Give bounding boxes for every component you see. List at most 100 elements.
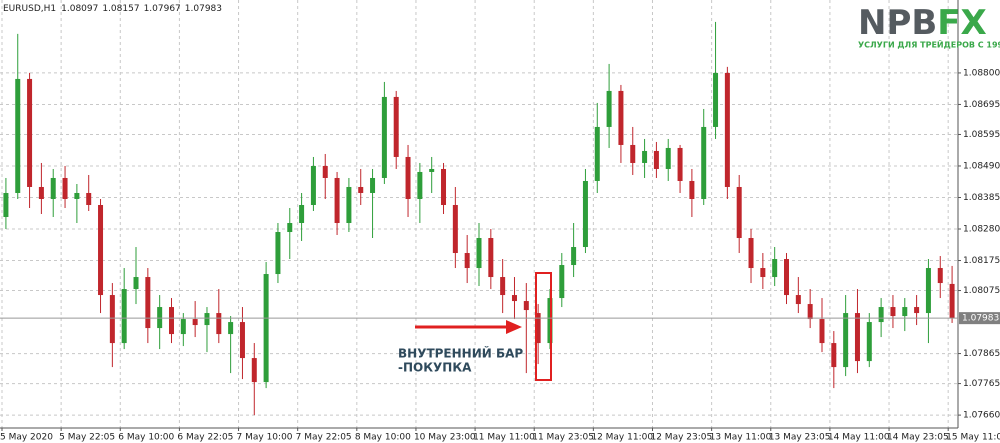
candle-body: [890, 307, 896, 317]
candle-body: [145, 277, 151, 329]
candle-body: [168, 307, 174, 335]
y-tick-label: 1.08490: [963, 161, 1000, 171]
candle-body: [500, 277, 506, 296]
y-tick-label: 1.08075: [963, 286, 1000, 296]
candle-body: [381, 96, 387, 178]
candle-body: [62, 177, 68, 199]
logo-part1: NPB: [858, 3, 937, 43]
candle-body: [86, 192, 92, 205]
y-tick-label: 1.07865: [963, 349, 1000, 359]
candle-body: [488, 238, 494, 278]
logo-part2: FX: [937, 3, 986, 43]
low: 1.07967: [144, 4, 181, 14]
candle-body: [949, 283, 955, 319]
candle-body: [701, 126, 707, 199]
candle-body: [618, 90, 624, 145]
candle-body: [109, 295, 115, 344]
candle-body: [50, 177, 56, 199]
symbol: EURUSD,H1: [3, 4, 56, 14]
grid-layer: [0, 0, 958, 428]
y-tick-label: 1.08800: [963, 68, 1000, 78]
high: 1.08157: [102, 4, 139, 14]
candle-body: [239, 322, 245, 359]
x-tick-label: 13 May 23:05: [769, 433, 831, 443]
candle-body: [358, 186, 364, 193]
x-tick-label: 5 May 22:05: [59, 433, 115, 443]
logo: NPBFX: [858, 3, 987, 43]
candle-body: [653, 150, 659, 169]
candle-body: [878, 307, 884, 323]
open: 1.08097: [61, 4, 98, 14]
x-tick-label: 12 May 23:05: [650, 433, 712, 443]
candle-body: [157, 307, 163, 329]
candle-body: [310, 165, 316, 205]
candle-layer: [3, 21, 955, 416]
x-tick-label: 11 May 23:05: [532, 433, 594, 443]
candle-body: [843, 313, 849, 368]
candle-body: [452, 204, 458, 254]
candle-body: [464, 253, 470, 269]
candle-body: [263, 274, 269, 383]
x-tick-label: 8 May 10:00: [355, 433, 411, 443]
candle-body: [74, 192, 80, 199]
candle-body: [937, 268, 943, 284]
candle-body: [3, 192, 9, 218]
candle-body: [192, 319, 198, 326]
candle-body: [760, 268, 766, 278]
candle-body: [251, 358, 257, 383]
candle-body: [642, 150, 648, 163]
candle-body: [594, 126, 600, 181]
candle-body: [902, 307, 908, 317]
candle-body: [204, 313, 210, 326]
candle-body: [677, 147, 683, 181]
x-tick-label: 6 May 10:00: [118, 433, 174, 443]
candle-body: [689, 180, 695, 199]
candle-body: [665, 147, 671, 169]
x-tick-label: 13 May 11:00: [710, 433, 772, 443]
y-tick-label: 1.07765: [963, 379, 1000, 389]
x-tick-label: 10 May 23:00: [414, 433, 476, 443]
x-tick-label: 15 May 11:00: [946, 433, 1000, 443]
candle-body: [511, 295, 517, 302]
candle-body: [476, 238, 482, 269]
candle-body: [370, 177, 376, 193]
candle-body: [405, 156, 411, 199]
candle-body: [582, 180, 588, 248]
candle-body: [15, 78, 21, 193]
y-tick-label: 1.07660: [963, 411, 1000, 421]
x-tick-label: 6 May 22:05: [177, 433, 233, 443]
y-tick-label: 1.08595: [963, 130, 1000, 140]
candle-body: [417, 171, 423, 199]
candle-body: [630, 144, 636, 163]
candle-body: [606, 90, 612, 127]
candle-body: [724, 72, 730, 187]
candle-body: [807, 304, 813, 320]
candle-body: [98, 204, 104, 296]
y-tick-label: 1.08280: [963, 225, 1000, 235]
candle-body: [914, 307, 920, 314]
y-tick-label: 1.08385: [963, 193, 1000, 203]
y-tick-label: 1.08695: [963, 100, 1000, 110]
x-tick-label: 7 May 22:05: [296, 433, 352, 443]
candle-body: [819, 319, 825, 344]
candle-body: [795, 295, 801, 305]
candle-body: [275, 232, 281, 275]
candle-body: [866, 322, 872, 362]
candle-body: [547, 298, 553, 344]
candle-body: [772, 259, 778, 278]
candle-body: [535, 313, 541, 344]
candle-body: [121, 289, 127, 344]
x-tick-label: 14 May 11:00: [828, 433, 890, 443]
chart-header: EURUSD,H1 1.08097 1.08157 1.07967 1.07983: [3, 4, 222, 14]
logo-tagline: УСЛУГИ ДЛЯ ТРЕЙДЕРОВ С 1996 ГОДА: [858, 39, 1000, 50]
x-tick-label: 7 May 10:00: [237, 433, 293, 443]
y-tick-label: 1.08175: [963, 256, 1000, 266]
current-price-box: [959, 312, 1000, 325]
candle-body: [322, 165, 328, 178]
x-tick-label: 5 May 2020: [0, 433, 53, 443]
close: 1.07983: [185, 4, 222, 14]
candle-body: [228, 322, 234, 335]
x-tick-label: 14 May 23:05: [887, 433, 949, 443]
candle-body: [334, 177, 340, 224]
